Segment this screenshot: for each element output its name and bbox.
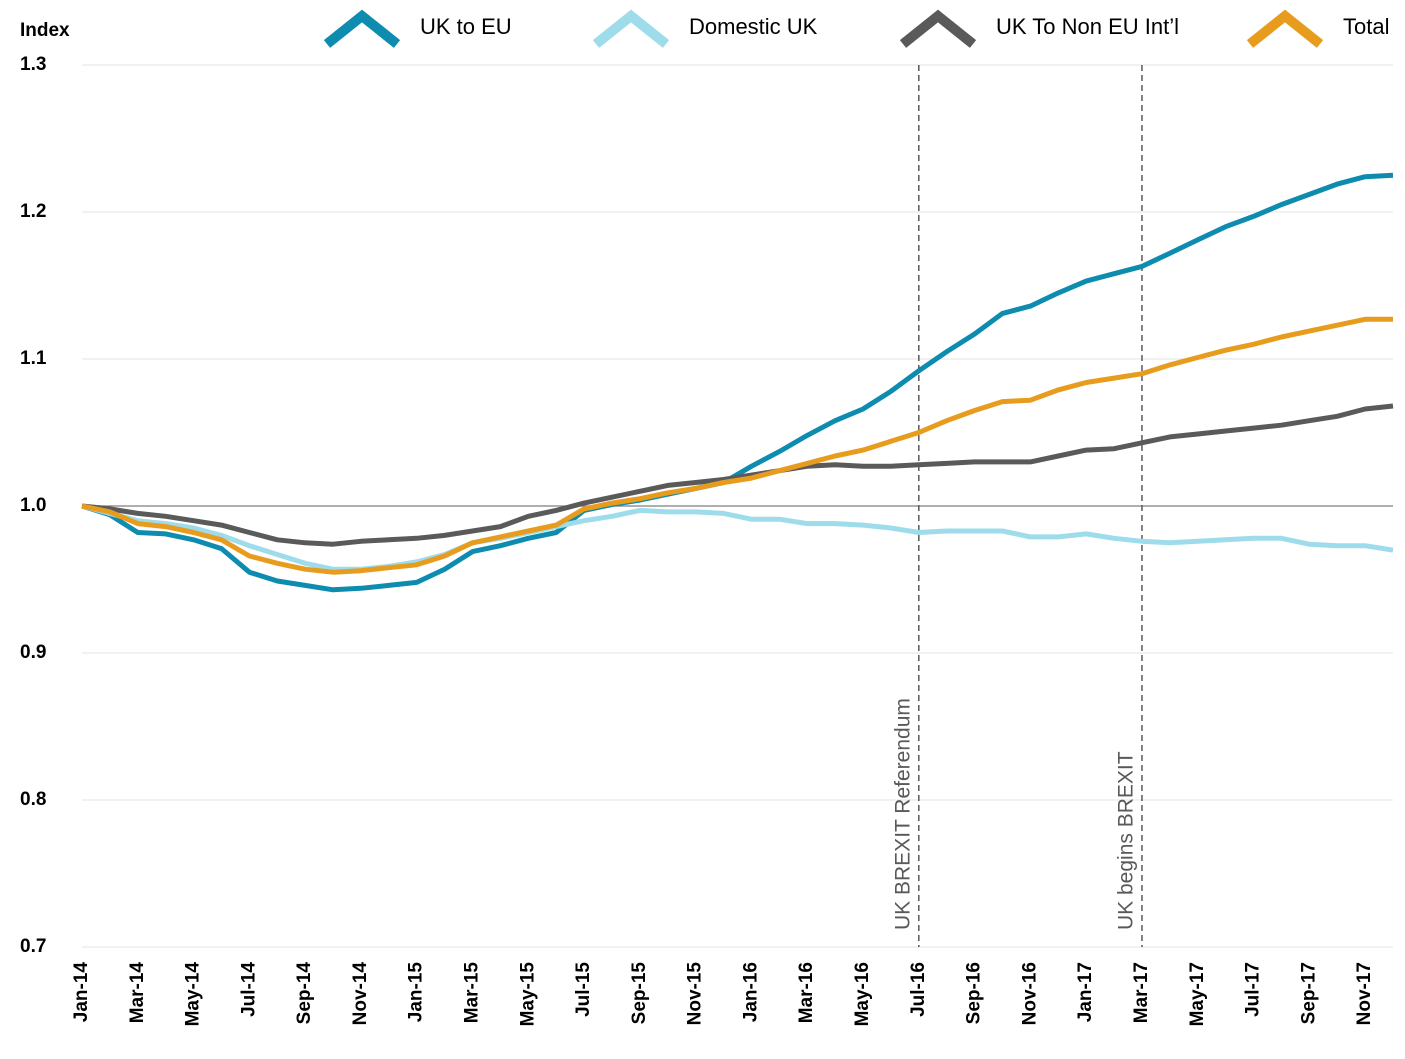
- x-tick-label: Nov-17: [1354, 962, 1375, 1025]
- legend-label: UK to EU: [420, 14, 512, 39]
- y-tick-label: 0.7: [20, 936, 46, 957]
- x-tick-label: Sep-17: [1298, 962, 1319, 1024]
- x-tick-label: Mar-17: [1131, 962, 1152, 1023]
- series-line: [81, 503, 1394, 572]
- y-tick-label: 1.3: [20, 54, 46, 75]
- x-tick-label: Sep-14: [294, 962, 315, 1025]
- x-tick-label: Nov-14: [350, 962, 371, 1026]
- x-tick-label: Nov-16: [1019, 962, 1040, 1025]
- x-tick-label: May-17: [1187, 962, 1208, 1026]
- x-tick-label: Sep-15: [629, 962, 650, 1025]
- x-tick-label: Jan-14: [71, 962, 92, 1023]
- legend-marker: [899, 9, 977, 48]
- y-tick-label: 1.0: [20, 495, 46, 516]
- y-axis-label: Index: [20, 20, 70, 41]
- annotation-text: UK BREXIT Referendum: [891, 698, 914, 930]
- x-tick-label: May-15: [517, 962, 538, 1027]
- x-tick-label: Nov-15: [685, 962, 706, 1026]
- y-tick-label: 0.8: [20, 789, 46, 810]
- legend-marker: [323, 9, 401, 48]
- legend-label: Total: [1343, 14, 1389, 39]
- x-tick-label: Jan-16: [740, 962, 761, 1022]
- x-tick-label: Jul-16: [908, 962, 929, 1017]
- legend-marker: [592, 9, 670, 48]
- x-tick-label: May-16: [852, 962, 873, 1026]
- y-tick-label: 1.1: [20, 348, 47, 369]
- series-line: [81, 316, 1393, 575]
- x-tick-label: Jul-14: [238, 962, 259, 1017]
- x-tick-label: Jan-15: [406, 962, 427, 1023]
- y-tick-label: 1.2: [20, 201, 46, 222]
- series-line: [81, 172, 1394, 593]
- series-line: [81, 403, 1394, 547]
- x-tick-label: Jul-17: [1243, 962, 1264, 1017]
- legend-label: Domestic UK: [689, 14, 818, 39]
- x-tick-label: May-14: [183, 962, 204, 1027]
- y-tick-label: 0.9: [20, 642, 46, 663]
- x-tick-label: Mar-14: [127, 962, 148, 1024]
- x-tick-label: Mar-15: [462, 962, 483, 1024]
- legend-label: UK To Non EU Int’l: [996, 14, 1179, 39]
- x-tick-label: Mar-16: [796, 962, 817, 1023]
- annotation-text: UK begins BREXIT: [1115, 751, 1138, 930]
- x-tick-label: Jan-17: [1075, 962, 1096, 1022]
- legend-marker: [1246, 9, 1324, 48]
- x-tick-label: Sep-16: [964, 962, 985, 1024]
- x-tick-label: Jul-15: [573, 962, 594, 1017]
